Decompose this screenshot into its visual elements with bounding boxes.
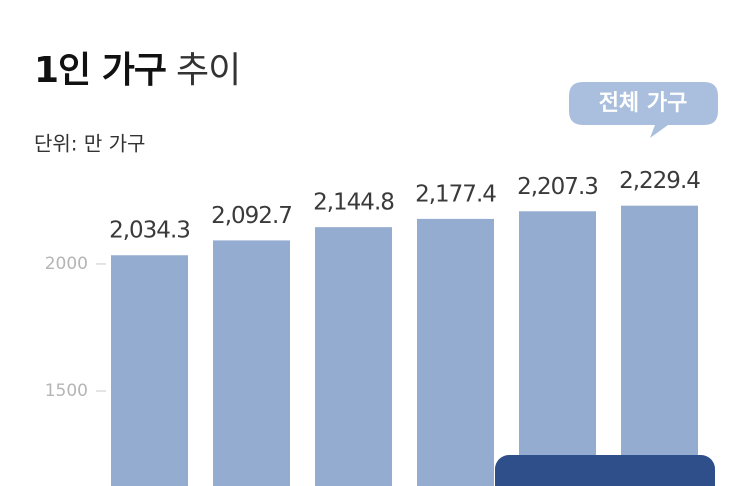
bottom-badge — [495, 455, 715, 486]
plot: 1500 2000 2,034.3 2,092.7 2,144.8 2,177.4 2,20… — [45, 168, 701, 486]
bar — [417, 218, 494, 486]
bar — [621, 205, 698, 486]
bar — [315, 227, 392, 486]
value-label: 2,034.3 — [109, 218, 190, 244]
callout-bubble — [569, 82, 718, 138]
bar — [213, 240, 290, 486]
bar — [111, 255, 188, 486]
value-label: 2,144.8 — [313, 190, 394, 216]
value-label: 2,207.3 — [517, 174, 598, 200]
y-tick-label: 1500 — [45, 381, 88, 401]
value-label: 2,177.4 — [415, 181, 496, 207]
y-tick-label: 2000 — [45, 254, 88, 274]
bar — [519, 211, 596, 486]
value-label: 2,092.7 — [211, 203, 292, 229]
subtitle: 단위: 만 가구 — [34, 132, 145, 156]
callout-text: 전체 가구 — [599, 91, 688, 116]
chart-title: 1인 가구 추이 — [34, 50, 240, 91]
title-light: 추이 — [176, 50, 240, 91]
title-main: 1인 가구 — [34, 50, 166, 91]
value-label: 2,229.4 — [619, 168, 700, 194]
